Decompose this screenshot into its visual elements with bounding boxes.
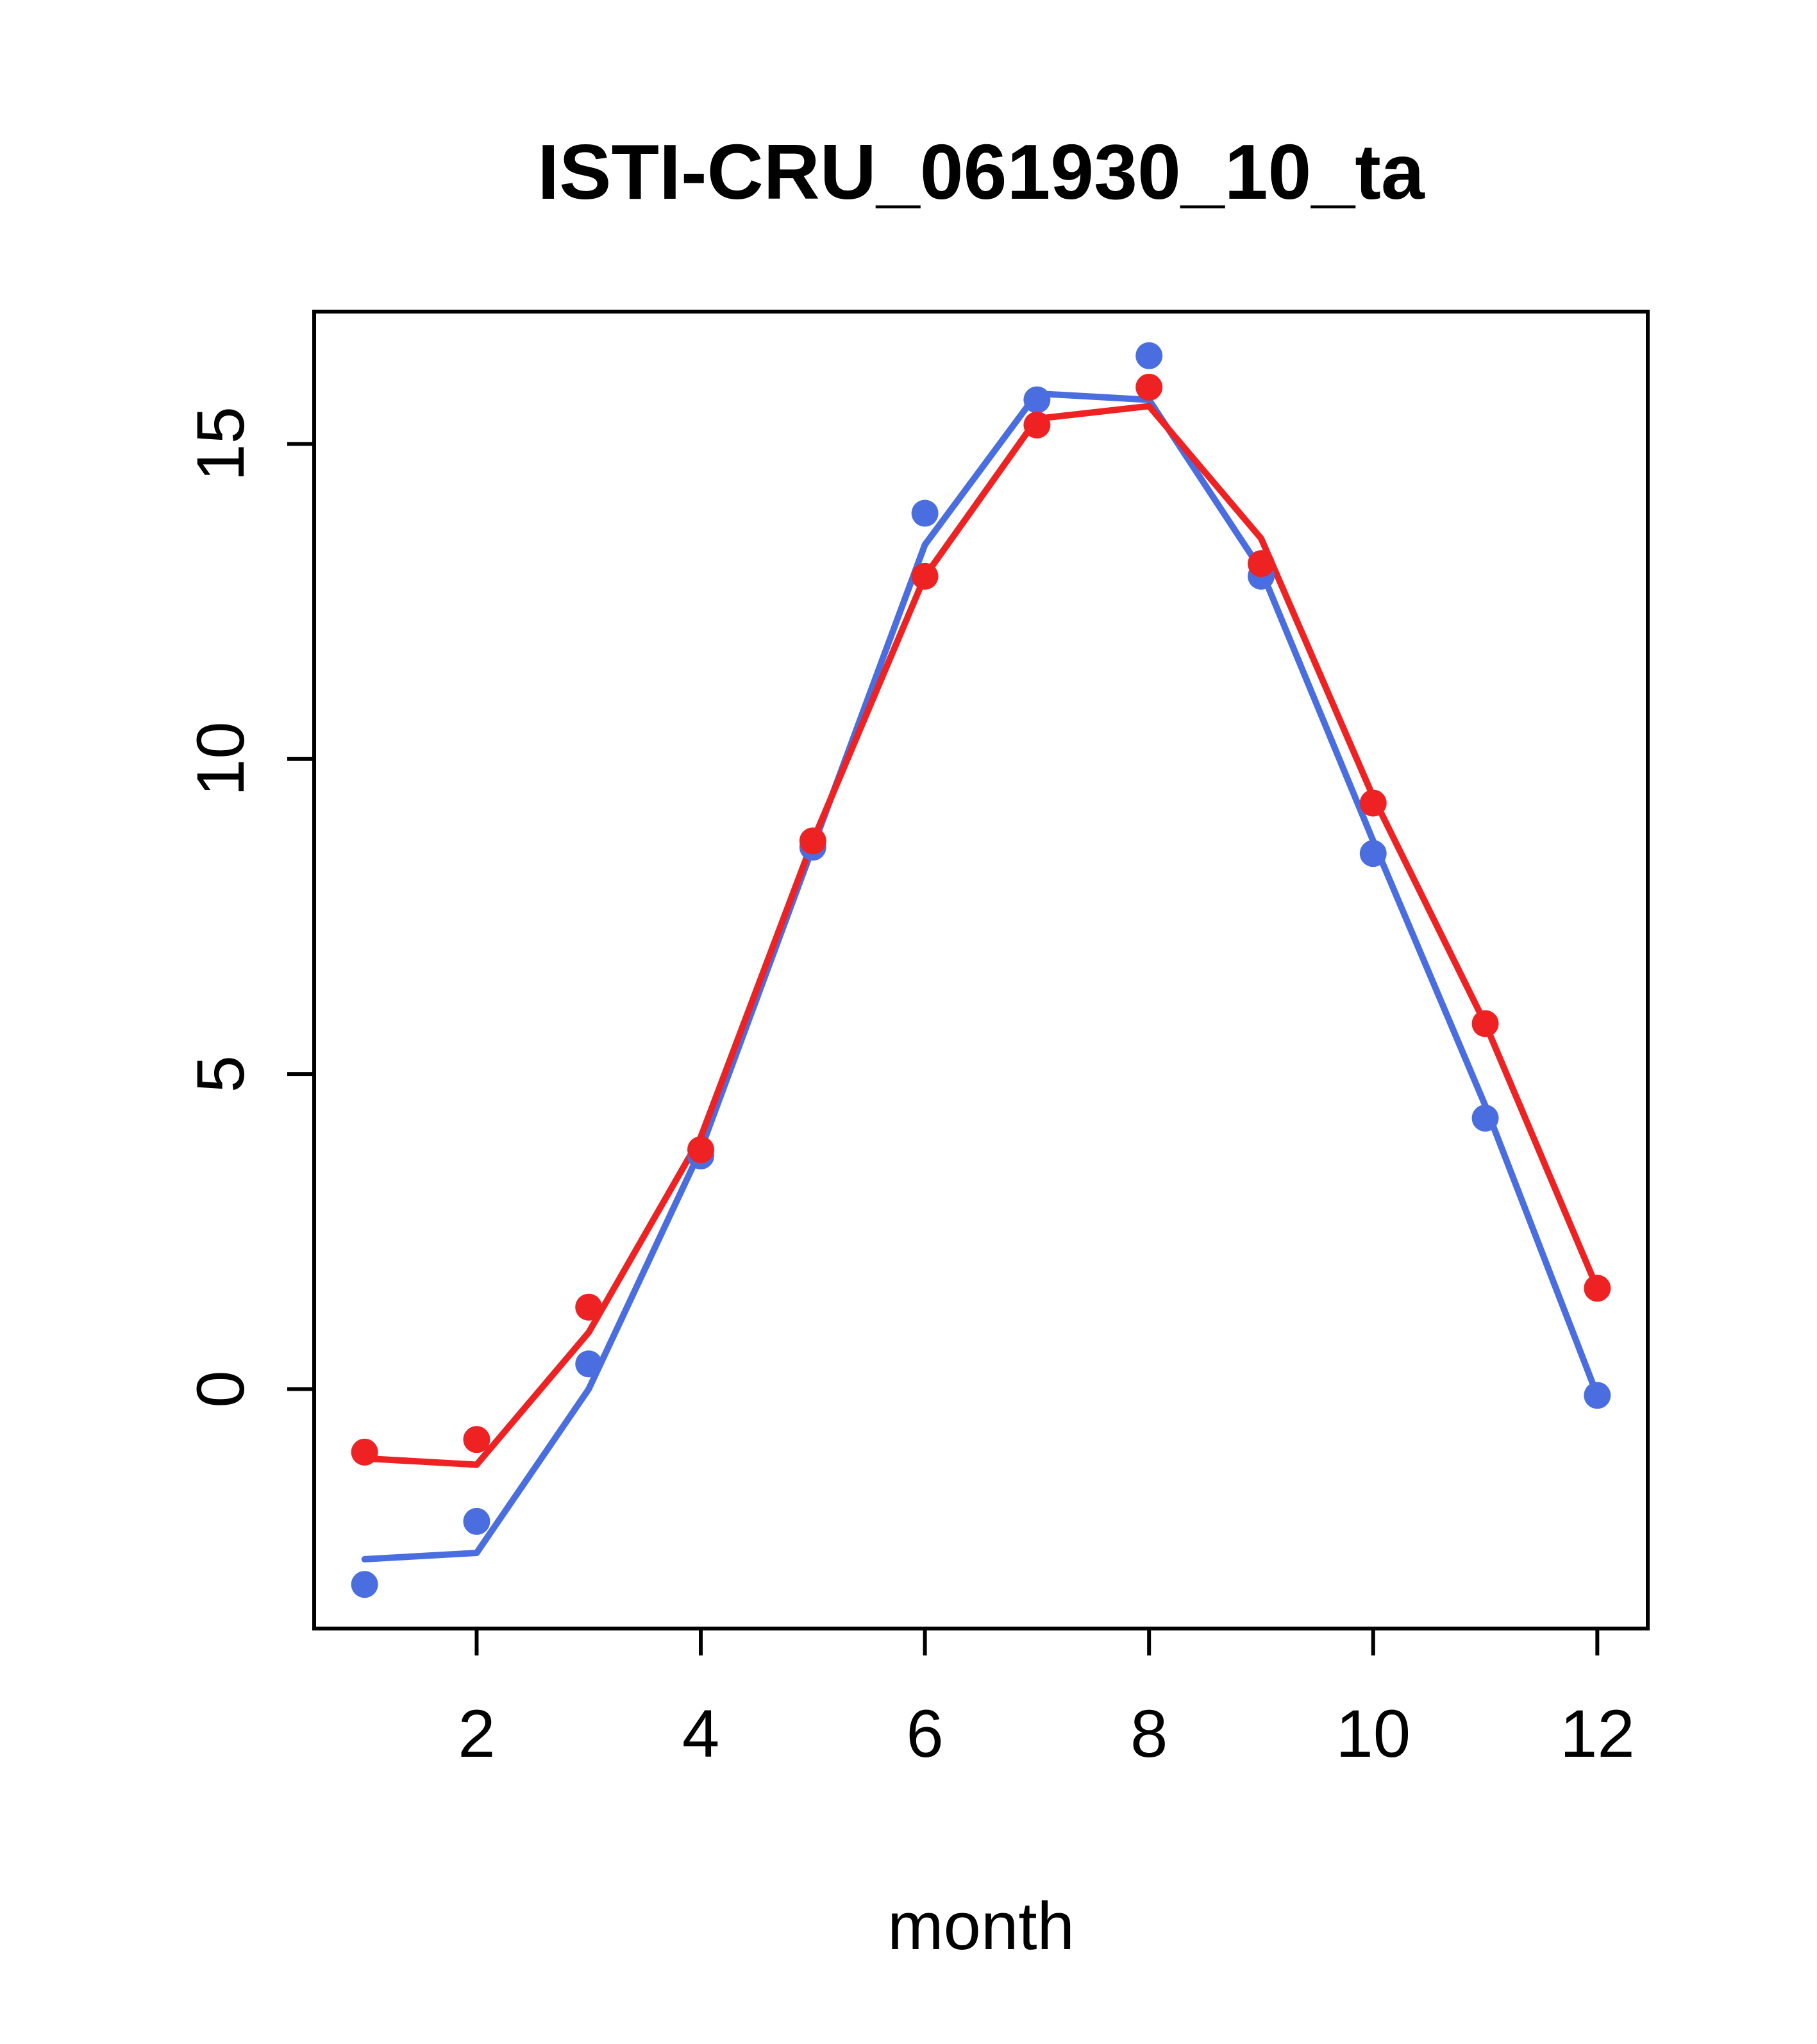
data-point (1135, 342, 1163, 369)
x-axis-label: month (887, 1889, 1075, 1964)
x-tick-label: 4 (682, 1696, 719, 1772)
data-point (1584, 1382, 1611, 1409)
x-tick-label: 8 (1130, 1696, 1168, 1772)
data-point (911, 562, 939, 590)
red-line (361, 403, 1601, 1468)
y-tick-label: 15 (183, 406, 258, 482)
x-tick-label: 12 (1560, 1696, 1635, 1772)
data-point (1135, 373, 1163, 401)
data-point (1359, 789, 1387, 817)
data-point (687, 1136, 715, 1164)
x-tick-label: 2 (458, 1696, 495, 1772)
series-blue-line (361, 390, 1601, 1562)
data-point (1471, 1104, 1499, 1132)
data-point (1247, 550, 1275, 578)
y-tick-label: 5 (183, 1055, 258, 1093)
data-point (1584, 1275, 1611, 1302)
data-point (911, 499, 939, 527)
data-point (575, 1350, 603, 1378)
x-axis: 2 4 6 8 10 12 (458, 1629, 1635, 1772)
series-red-line (361, 403, 1601, 1468)
series-blue-points (351, 342, 1611, 1598)
blue-line (361, 390, 1601, 1562)
y-axis: 0 5 10 15 (183, 406, 314, 1408)
x-tick-label: 10 (1336, 1696, 1411, 1772)
data-point (463, 1426, 490, 1453)
y-tick-label: 10 (183, 721, 258, 796)
data-point (799, 827, 826, 855)
data-point (575, 1293, 603, 1321)
data-point (463, 1507, 490, 1535)
data-point (351, 1571, 378, 1598)
data-point (351, 1438, 378, 1466)
data-point (1359, 840, 1387, 867)
plot-border (312, 310, 1650, 1630)
data-point (1023, 411, 1051, 439)
plot-area: 2 4 6 8 10 12 0 5 10 15 (183, 310, 1650, 1772)
x-tick-label: 6 (906, 1696, 943, 1772)
data-point (1023, 386, 1051, 414)
y-tick-label: 0 (183, 1370, 258, 1407)
data-point (1471, 1010, 1499, 1037)
series-red-points (351, 373, 1611, 1466)
chart-title: ISTI-CRU_061930_10_ta (537, 128, 1425, 215)
